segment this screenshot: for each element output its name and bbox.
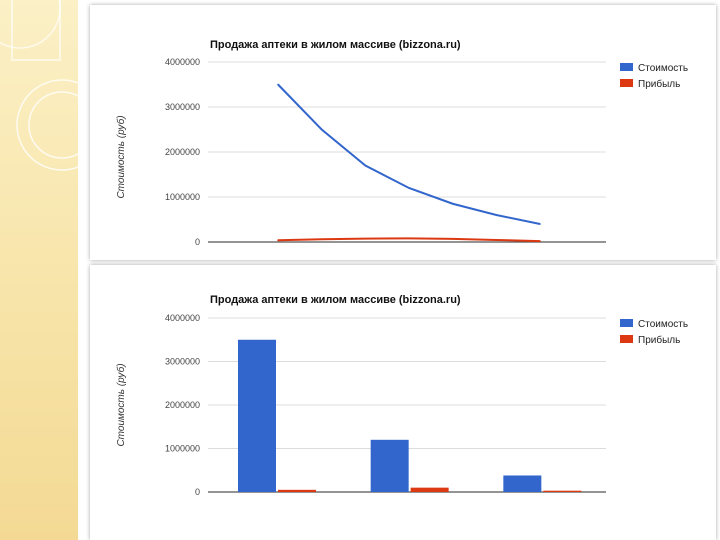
bar-chart-panel: Продажа аптеки в жилом массиве (bizzona.… bbox=[90, 265, 716, 540]
bar-chart: Продажа аптеки в жилом массиве (bizzona.… bbox=[115, 294, 688, 497]
decorative-side-strip bbox=[0, 0, 78, 540]
y-tick-label: 3000000 bbox=[165, 357, 200, 367]
legend: Стоимость Прибыль bbox=[620, 319, 688, 346]
legend-swatch-series2 bbox=[620, 335, 633, 343]
series-line-1 bbox=[277, 83, 541, 225]
data-point bbox=[277, 83, 279, 86]
legend-swatch-series1 bbox=[620, 319, 633, 327]
line-chart: Продажа аптеки в жилом массиве (bizzona.… bbox=[115, 39, 688, 247]
y-axis-label: Стоимость (руб) bbox=[115, 363, 127, 446]
y-tick-label: 3000000 bbox=[165, 102, 200, 112]
data-point bbox=[364, 164, 367, 167]
y-tick-label: 1000000 bbox=[165, 192, 200, 202]
y-tick-label: 0 bbox=[195, 487, 200, 497]
data-point bbox=[539, 223, 541, 225]
bar-series2-group1 bbox=[278, 489, 316, 492]
y-tick-label: 4000000 bbox=[165, 57, 200, 67]
data-point bbox=[408, 187, 410, 189]
data-point bbox=[277, 239, 279, 241]
legend: Стоимость Прибыль bbox=[620, 63, 688, 90]
data-point bbox=[320, 238, 323, 241]
legend-label-series2: Прибыль bbox=[638, 78, 680, 90]
bar-series2-group3 bbox=[543, 490, 582, 492]
data-point bbox=[408, 237, 410, 240]
y-tick-label: 2000000 bbox=[165, 147, 200, 157]
data-point bbox=[451, 238, 454, 240]
y-tick-label: 4000000 bbox=[165, 313, 200, 323]
line-chart-panel: Продажа аптеки в жилом массиве (bizzona.… bbox=[90, 5, 716, 260]
data-point bbox=[495, 239, 498, 241]
y-tick-label: 1000000 bbox=[165, 444, 200, 454]
bar-series1-group2 bbox=[370, 439, 409, 492]
legend-swatch-series2 bbox=[620, 79, 633, 87]
data-point bbox=[495, 214, 498, 216]
data-point bbox=[451, 202, 454, 205]
chart-title: Продажа аптеки в жилом массиве (bizzona.… bbox=[210, 294, 461, 306]
decorative-circles bbox=[0, 0, 78, 171]
data-point bbox=[320, 128, 323, 131]
legend-label-series1: Стоимость bbox=[638, 319, 688, 330]
data-point bbox=[364, 237, 367, 240]
data-point bbox=[539, 240, 541, 242]
y-axis-label: Стоимость (руб) bbox=[115, 115, 127, 198]
bar-series1-group1 bbox=[238, 339, 276, 492]
bar-series2-group2 bbox=[410, 487, 449, 492]
y-tick-label: 0 bbox=[195, 237, 200, 247]
legend-swatch-series1 bbox=[620, 63, 633, 71]
chart-title: Продажа аптеки в жилом массиве (bizzona.… bbox=[210, 39, 461, 51]
legend-label-series2: Прибыль bbox=[638, 334, 680, 346]
y-tick-label: 2000000 bbox=[165, 400, 200, 410]
bar-series1-group3 bbox=[503, 475, 542, 492]
legend-label-series1: Стоимость bbox=[638, 63, 688, 74]
